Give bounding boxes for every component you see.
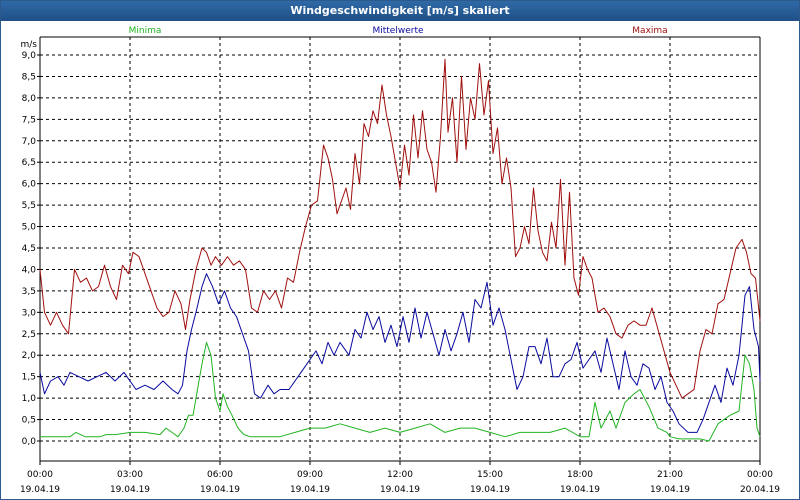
- x-tick-time-label: 18:00: [567, 470, 593, 480]
- y-tick-label: 9,0: [22, 51, 37, 61]
- x-tick-date-label: 19.04.19: [20, 485, 60, 495]
- window-title: Windgeschwindigkeit [m/s] skaliert: [1, 1, 799, 21]
- x-tick-date-label: 19.04.19: [110, 485, 150, 495]
- y-tick-label: 5,0: [22, 223, 37, 233]
- x-tick-date-label: 19.04.19: [560, 485, 600, 495]
- y-tick-label: 8,5: [22, 72, 36, 82]
- x-tick-time-label: 00:00: [747, 470, 773, 480]
- grid-layer: [39, 37, 761, 461]
- y-tick-label: 4,5: [22, 244, 36, 254]
- y-tick-label: 8,0: [22, 94, 37, 104]
- x-tick-time-label: 00:00: [27, 470, 53, 480]
- y-tick-label: 3,5: [22, 287, 36, 297]
- y-tick-label: 7,5: [22, 115, 36, 125]
- y-tick-label: 6,5: [22, 158, 36, 168]
- y-tick-label: 2,0: [22, 351, 37, 361]
- series-line-minima: [40, 341, 761, 442]
- y-tick-label: 1,5: [22, 373, 36, 383]
- x-tick-time-label: 21:00: [657, 470, 683, 480]
- x-tick-date-label: 20.04.19: [740, 485, 780, 495]
- x-tick-date-label: 19.04.19: [650, 485, 690, 495]
- series-layer: [39, 58, 761, 442]
- y-tick-label: 0,0: [22, 437, 37, 447]
- series-line-maxima: [39, 58, 761, 399]
- x-tick-date-label: 19.04.19: [380, 485, 420, 495]
- x-tick-time-label: 03:00: [117, 470, 143, 480]
- x-tick-date-label: 19.04.19: [470, 485, 510, 495]
- y-tick-label: 7,0: [22, 137, 37, 147]
- y-tick-label: 3,0: [22, 308, 37, 318]
- label-layer: 0,0 0,5 1,0 1,5 2,0 2,5 3,0 3,5 4,0 4,5 5,0 5,5 6,0 6…: [20, 26, 780, 495]
- x-tick-date-label: 19.04.19: [290, 485, 330, 495]
- y-tick-label: 2,5: [22, 330, 36, 340]
- y-tick-label: 5,5: [22, 201, 36, 211]
- y-tick-label: 1,0: [22, 394, 37, 404]
- y-tick-label: 0,5: [22, 416, 36, 426]
- x-tick-time-label: 12:00: [387, 470, 413, 480]
- x-tick-time-label: 09:00: [297, 470, 323, 480]
- legend-entry-maxima: Maxima: [632, 26, 667, 36]
- x-tick-time-label: 06:00: [207, 470, 233, 480]
- series-line-mittelwerte: [39, 273, 761, 433]
- y-axis-label: m/s: [21, 40, 38, 50]
- x-tick-time-label: 15:00: [477, 470, 503, 480]
- axis-layer: [37, 36, 761, 465]
- legend-entry-minima: Minima: [129, 26, 162, 36]
- y-tick-label: 6,0: [22, 180, 37, 190]
- y-tick-label: 4,0: [22, 265, 37, 275]
- legend-entry-mittelwerte: Mittelwerte: [372, 26, 423, 36]
- x-tick-date-label: 19.04.19: [200, 485, 240, 495]
